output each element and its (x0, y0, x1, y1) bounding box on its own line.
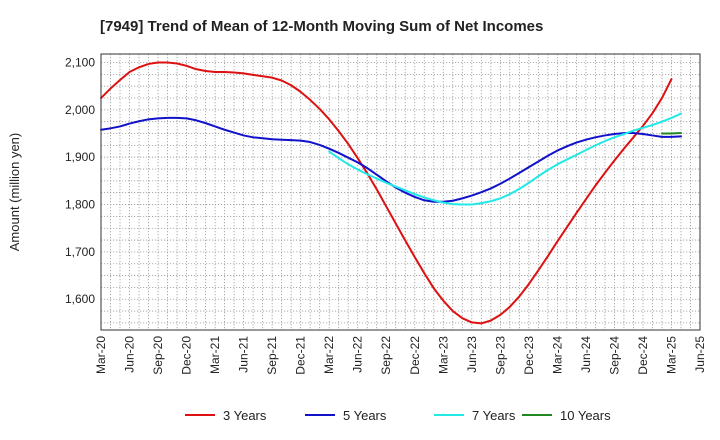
legend: 3 Years 5 Years 7 Years 10 Years (185, 408, 611, 423)
x-tick-label: Jun-22 (351, 336, 365, 373)
x-tick-label: Jun-24 (579, 336, 593, 373)
series-line-1 (100, 61, 673, 325)
x-tick-label: Mar-23 (436, 336, 450, 374)
x-tick-label: Dec-23 (522, 336, 536, 375)
y-tick-label: 1,600 (65, 292, 95, 306)
y-tick-label: 1,800 (65, 198, 95, 212)
y-tick-label: 1,900 (65, 150, 95, 164)
x-tick-label: Mar-20 (94, 336, 108, 374)
plot-lines (100, 61, 682, 325)
x-tick-label: Dec-24 (636, 336, 650, 375)
x-tick-label: Sep-21 (265, 336, 279, 375)
x-tick-label: Sep-22 (379, 336, 393, 375)
x-tick-label: Jun-20 (123, 336, 137, 373)
series-line-3 (328, 112, 682, 206)
x-tick-label: Sep-24 (607, 336, 621, 375)
x-tick-label: Jun-25 (693, 336, 707, 373)
legend-label-4: 10 Years (560, 408, 611, 423)
x-tick-label: Mar-24 (550, 336, 564, 374)
legend-label-1: 3 Years (223, 408, 267, 423)
y-axis-ticks: 1,600 1,700 1,800 1,900 2,000 2,100 (65, 56, 95, 307)
plot-grid (101, 54, 700, 330)
x-tick-label: Sep-20 (151, 336, 165, 375)
x-tick-label: Mar-25 (664, 336, 678, 374)
y-tick-label: 2,000 (65, 103, 95, 117)
chart-title: [7949] Trend of Mean of 12-Month Moving … (100, 18, 543, 35)
legend-label-3: 7 Years (472, 408, 516, 423)
x-tick-label: Jun-23 (465, 336, 479, 373)
x-tick-label: Dec-21 (294, 336, 308, 375)
plot-frame (100, 53, 701, 331)
x-tick-label: Jun-21 (237, 336, 251, 373)
x-axis-ticks: Mar-20 Jun-20 Sep-20 Dec-20 Mar-21 Jun-21 Sep-… (94, 336, 707, 375)
x-tick-label: Dec-20 (180, 336, 194, 375)
y-axis-title: Amount (million yen) (7, 133, 22, 252)
y-tick-label: 1,700 (65, 245, 95, 259)
legend-label-2: 5 Years (343, 408, 387, 423)
x-tick-label: Sep-23 (493, 336, 507, 375)
x-tick-label: Mar-22 (322, 336, 336, 374)
x-tick-label: Mar-21 (208, 336, 222, 374)
y-tick-label: 2,100 (65, 56, 95, 70)
x-tick-label: Dec-22 (408, 336, 422, 375)
